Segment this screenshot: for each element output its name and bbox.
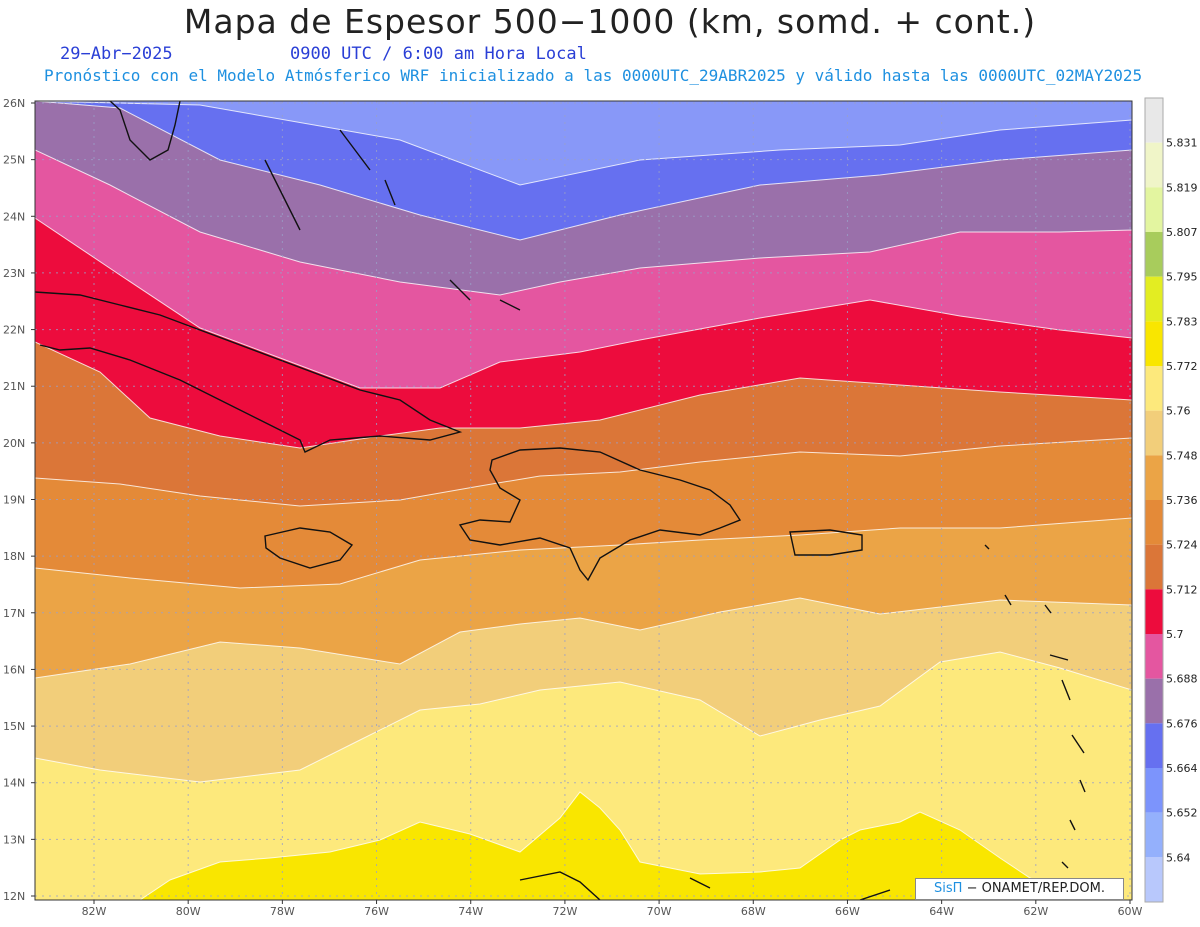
lon-label: 72W [552,905,577,918]
colorbar-label: 5.676 [1166,717,1198,730]
colorbar-label: 5.795 [1166,271,1198,284]
plot-area [35,101,1132,900]
colorbar-swatch [1145,98,1163,143]
lon-label: 64W [929,905,954,918]
lat-label: 21N [3,380,25,393]
lat-label: 18N [3,550,25,563]
forecast-time: 0900 UTC / 6:00 am Hora Local [290,44,587,64]
lat-label: 16N [3,663,25,676]
coast-south-america [519,871,891,900]
coast-bahamas [264,129,521,311]
coast-jamaica [264,527,354,569]
coast-florida [109,101,181,161]
lon-label: 62W [1023,905,1048,918]
credit-box: SisΠ − ONAMET/REP.DOM. [915,878,1124,900]
coast-cuba [35,291,463,453]
lon-label: 74W [458,905,483,918]
colorbar-label: 5.7 [1166,628,1184,641]
map-title: Mapa de Espesor 500−1000 (km, somd. + co… [183,2,1037,41]
colorbar-label: 5.831 [1166,137,1198,150]
forecast-date: 29−Abr−2025 [60,44,173,64]
lat-label: 13N [3,833,25,846]
colorbar-label: 5.712 [1166,583,1198,596]
colorbar-label: 5.724 [1166,539,1198,552]
lat-label: 25N [3,154,25,167]
lat-label: 17N [3,607,25,620]
colorbar-label: 5.64 [1166,851,1191,864]
credit-text: − ONAMET/REP.DOM. [962,881,1105,896]
lat-label: 23N [3,267,25,280]
colorbar-label: 5.772 [1166,360,1198,373]
lon-label: 68W [741,905,766,918]
colorbar-swatch [1145,321,1163,366]
colorbar-label: 5.807 [1166,226,1198,239]
colorbar-label: 5.819 [1166,181,1198,194]
lon-label: 60W [1118,905,1143,918]
lat-label: 15N [3,720,25,733]
lon-label: 82W [82,905,107,918]
colorbar-swatch [1145,812,1163,858]
colorbar-swatch [1145,634,1163,679]
colorbar-swatch [1145,142,1163,188]
latitude-labels: 26N 25N 24N 23N 22N 21N 20N 19N 18N 17N 16N 15N 14N 1… [3,97,35,903]
colorbar-swatch [1145,723,1163,768]
colorbar-swatch [1145,589,1163,634]
colorbar-label: 5.783 [1166,315,1198,328]
longitude-labels: 82W 80W 78W 76W 74W 72W 70W 68W 66W 64W 62W 60W [82,900,1143,918]
colorbar-label: 5.652 [1166,807,1198,820]
lat-label: 26N [3,97,25,110]
lon-label: 66W [835,905,860,918]
colorbar-swatch [1145,768,1163,813]
credit-brand: SisΠ [934,881,963,896]
lon-label: 80W [176,905,201,918]
coastlines [35,101,1086,900]
colorbar-label: 5.76 [1166,405,1191,418]
colorbar-swatch [1145,366,1163,411]
colorbar: 5.831 5.819 5.807 5.795 5.783 5.772 5.76 5.748 5… [1144,97,1198,903]
graticule [35,101,1132,900]
colorbar-swatch [1145,857,1163,902]
colorbar-swatch [1145,410,1163,456]
coast-antilles [984,544,1086,869]
lon-label: 76W [364,905,389,918]
lat-label: 19N [3,494,25,507]
lon-label: 78W [270,905,295,918]
colorbar-swatch [1145,678,1163,724]
lat-label: 12N [3,890,25,903]
colorbar-swatch [1145,232,1163,277]
model-subtitle: Pronóstico con el Modelo Atmósferico WRF… [44,66,1143,85]
colorbar-swatch [1145,455,1163,500]
lat-label: 20N [3,437,25,450]
lat-label: 14N [3,777,25,790]
lon-label: 70W [647,905,672,918]
plot-frame [34,100,1133,901]
colorbar-label: 5.748 [1166,449,1198,462]
colorbar-label: 5.736 [1166,494,1198,507]
colorbar-label: 5.688 [1166,673,1198,686]
coast-hispaniola [458,447,742,582]
colorbar-label: 5.664 [1166,762,1198,775]
colorbar-swatch [1145,276,1163,322]
band-10 [139,791,1081,900]
colorbar-frame [1144,97,1164,903]
colorbar-swatch [1145,544,1163,590]
colorbar-swatch [1145,187,1163,232]
colorbar-swatch [1145,500,1163,545]
lat-label: 24N [3,210,25,223]
coast-puerto-rico [789,529,863,556]
lat-label: 22N [3,324,25,337]
